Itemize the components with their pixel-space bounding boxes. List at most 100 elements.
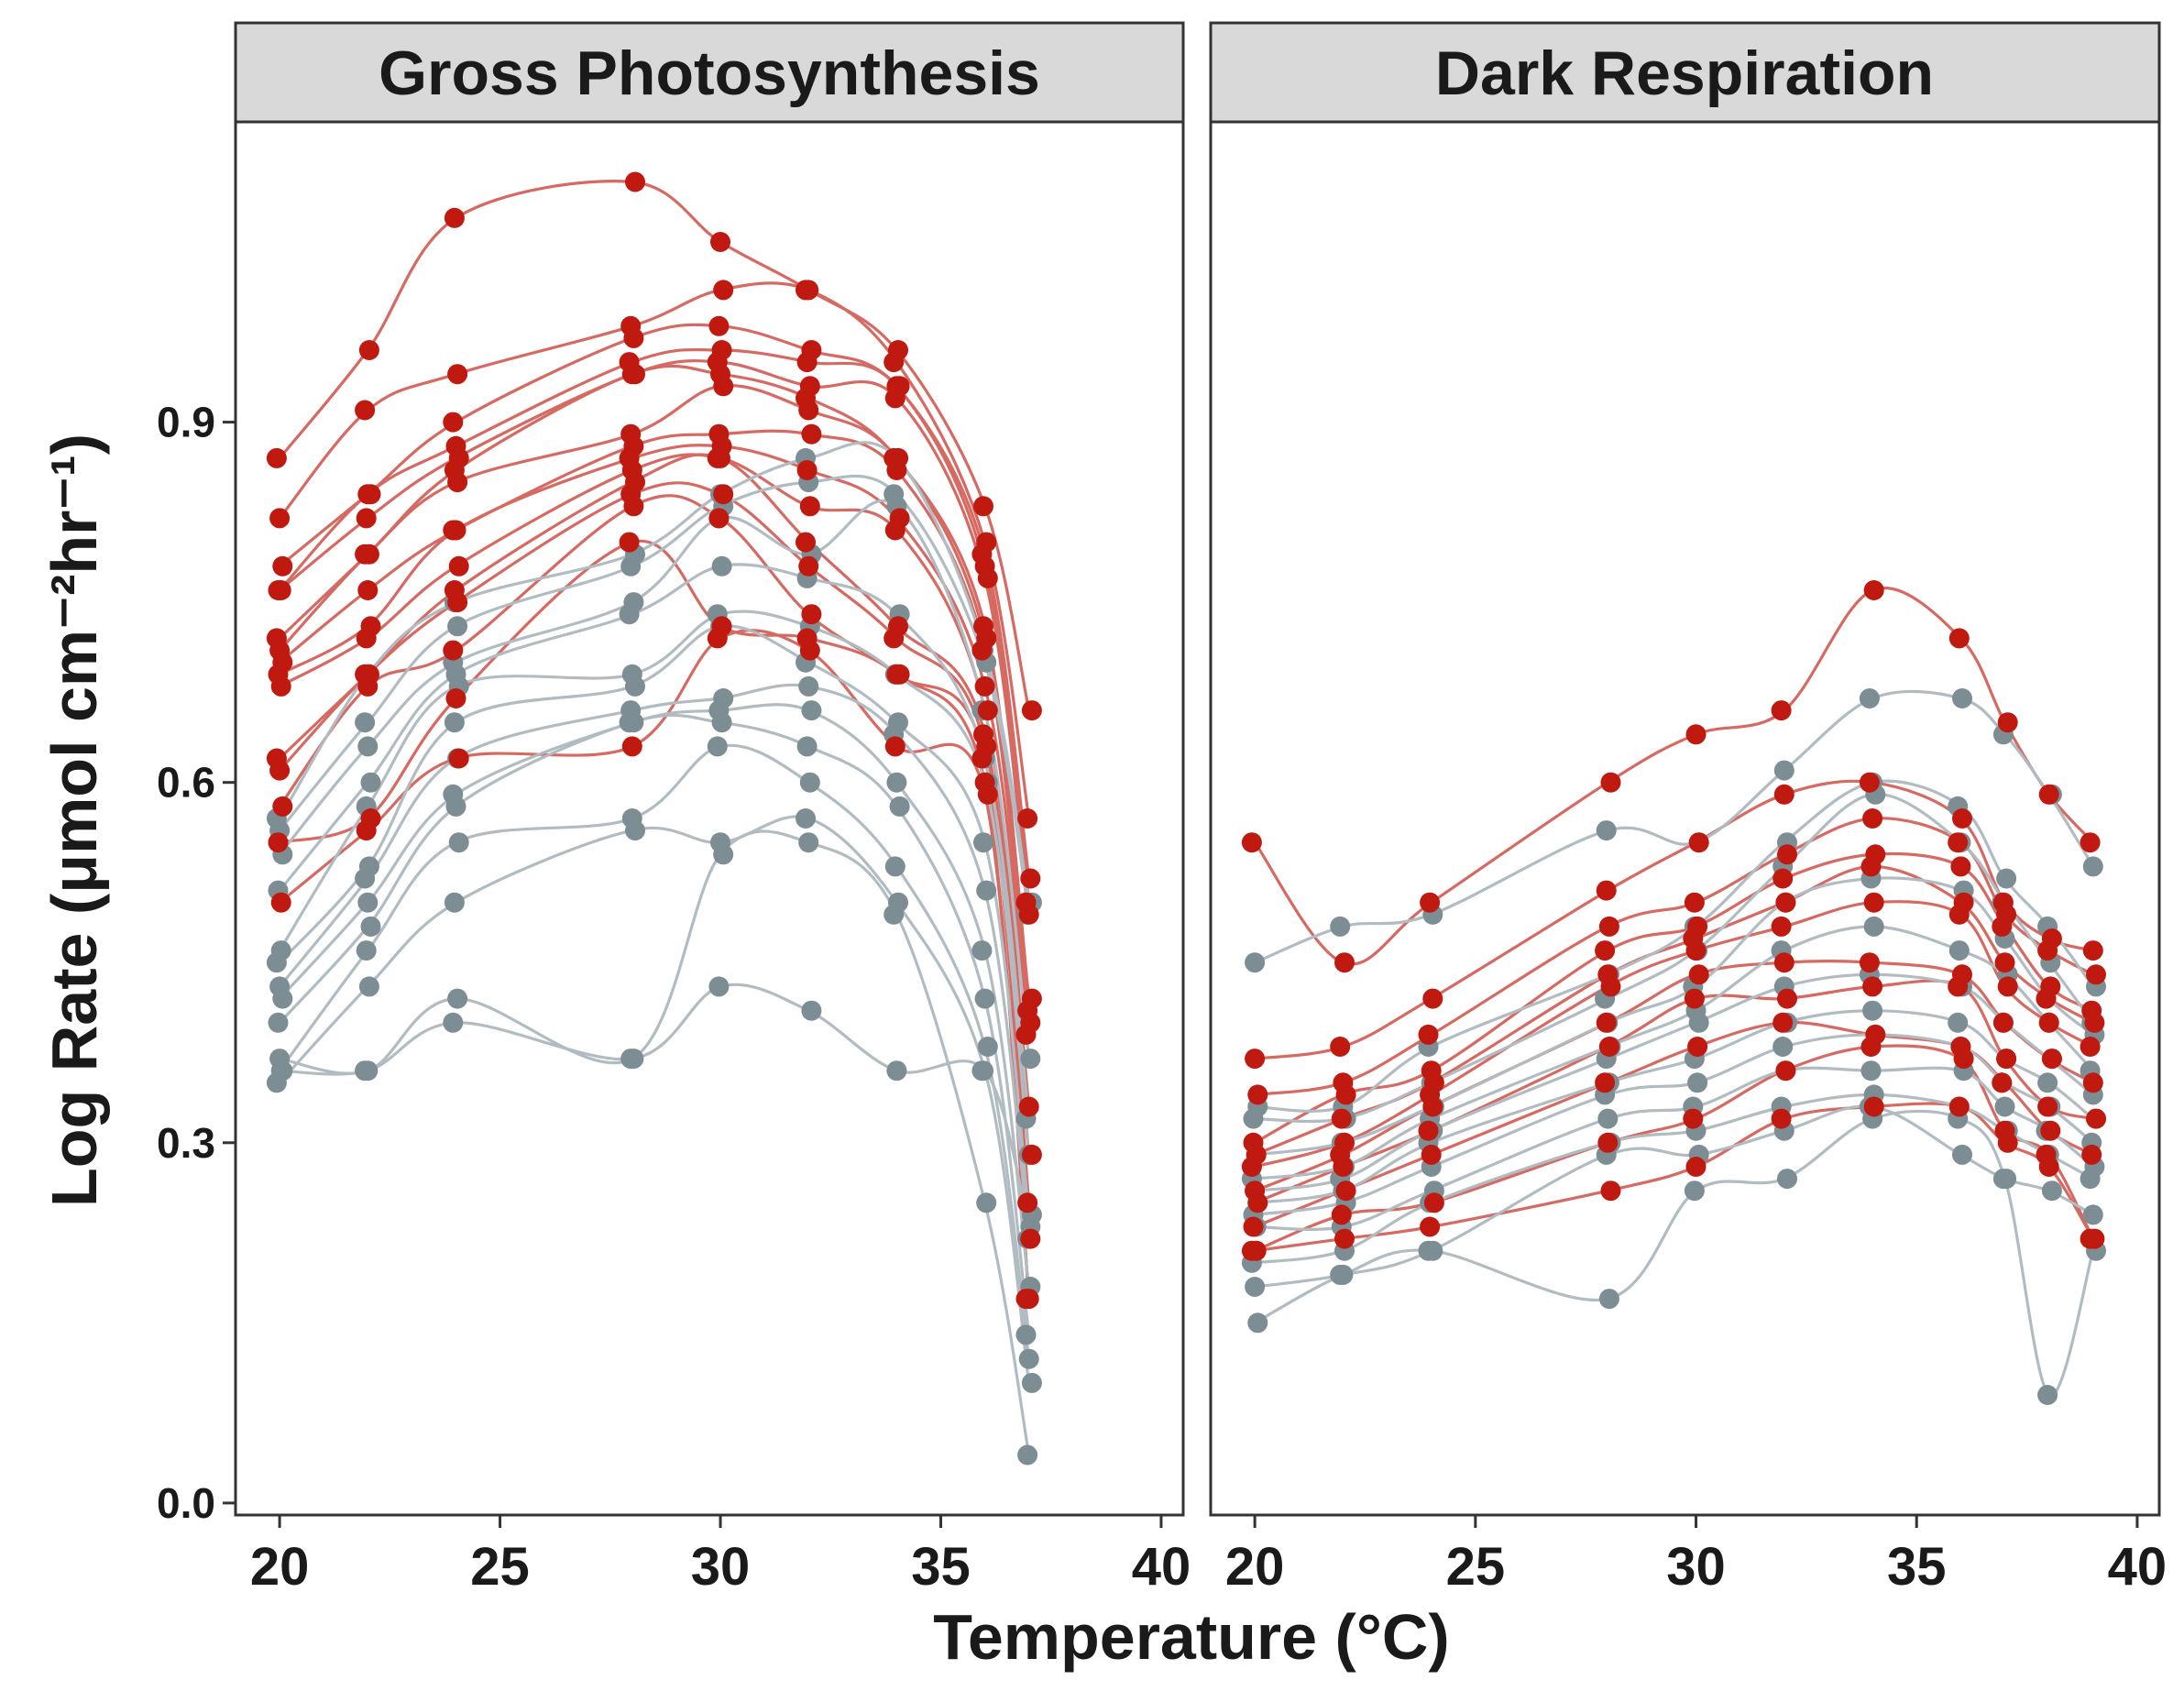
point-red — [1335, 1084, 1356, 1105]
point-red — [1859, 952, 1880, 973]
point-red — [357, 675, 379, 697]
point-red — [1772, 868, 1794, 889]
point-red — [798, 555, 819, 576]
point-red — [2038, 1012, 2059, 1033]
point-grey — [976, 880, 997, 901]
point-grey — [360, 916, 381, 937]
point-grey — [356, 940, 377, 961]
point-red — [2080, 832, 2101, 853]
point-grey — [1330, 916, 1351, 937]
point-red — [708, 315, 730, 336]
point-red — [1684, 988, 1705, 1009]
point-red — [443, 640, 464, 661]
point-red — [1598, 916, 1619, 937]
point-grey — [971, 1060, 993, 1082]
point-red — [1772, 1012, 1794, 1033]
point-grey — [447, 988, 468, 1009]
point-red — [2041, 1049, 2062, 1070]
point-red — [1243, 1216, 1264, 1237]
point-red — [1771, 1108, 1792, 1129]
point-red — [1997, 712, 2018, 733]
point-red — [886, 460, 907, 480]
point-red — [444, 207, 465, 228]
point-grey — [2037, 1385, 2058, 1405]
point-grey — [1596, 820, 1617, 841]
point-red — [1600, 1180, 1621, 1202]
point-grey — [360, 772, 381, 793]
point-grey — [1015, 1324, 1037, 1345]
point-red — [355, 544, 376, 565]
point-grey — [357, 1060, 379, 1082]
point-red — [1771, 700, 1792, 721]
x-tick-label: 20 — [1225, 1537, 1285, 1597]
x-axis-title-unit: °C) — [1356, 1601, 1450, 1673]
x-tick-label: 25 — [470, 1537, 530, 1597]
point-red — [623, 327, 644, 348]
y-tick-label: 0.3 — [157, 1119, 215, 1167]
point-grey — [623, 1049, 644, 1070]
point-red — [1862, 976, 1883, 997]
point-grey — [1948, 940, 1970, 961]
point-red — [2086, 1108, 2106, 1129]
point-grey — [268, 1012, 289, 1033]
point-grey — [444, 712, 465, 733]
point-grey — [2037, 1072, 2058, 1093]
facet-strip-dark-respiration — [1209, 21, 2161, 124]
point-grey — [973, 832, 993, 853]
point-grey — [1021, 1372, 1042, 1393]
point-red — [443, 412, 464, 433]
point-red — [1596, 880, 1617, 901]
point-red — [1863, 892, 1884, 913]
facet-title-gross-photosynthesis: Gross Photosynthesis — [379, 38, 1040, 108]
point-grey — [1772, 1037, 1794, 1057]
point-red — [1597, 1132, 1619, 1153]
point-red — [1683, 1108, 1704, 1129]
point-red — [1773, 784, 1794, 805]
point-red — [1684, 892, 1705, 913]
point-red — [1860, 1037, 1882, 1057]
point-red — [625, 171, 645, 192]
point-grey — [1994, 1096, 2015, 1117]
point-red — [1859, 772, 1880, 793]
point-red — [625, 364, 645, 385]
point-red — [1685, 724, 1707, 745]
point-grey — [1996, 1169, 2017, 1190]
point-red — [799, 640, 820, 661]
point-red — [884, 736, 905, 757]
point-red — [2081, 1144, 2102, 1165]
point-grey — [801, 1000, 822, 1021]
point-red — [1595, 1072, 1616, 1093]
point-red — [1598, 1037, 1619, 1057]
point-grey — [625, 675, 645, 697]
point-red — [1685, 1157, 1707, 1177]
point-red — [1952, 808, 1972, 829]
x-tick-label: 40 — [1132, 1537, 1191, 1597]
panel-border-gross-photosynthesis — [234, 120, 1185, 1517]
x-tick-label: 40 — [2108, 1537, 2168, 1597]
point-red — [1688, 964, 1709, 985]
point-red — [1997, 1132, 2018, 1153]
point-red — [269, 508, 291, 529]
point-red — [977, 784, 998, 805]
point-red — [619, 532, 640, 553]
point-red — [1241, 832, 1262, 853]
point-red — [710, 232, 730, 252]
point-grey — [1996, 868, 2017, 889]
point-red — [1247, 1192, 1268, 1213]
point-red — [1775, 892, 1796, 913]
point-red — [971, 748, 993, 769]
point-red — [447, 364, 468, 385]
point-grey — [1860, 1060, 1882, 1082]
point-red — [1247, 1084, 1268, 1105]
point-red — [1422, 1096, 1443, 1117]
point-grey — [1247, 1312, 1268, 1334]
point-red — [1948, 628, 1970, 649]
point-red — [1863, 580, 1884, 600]
point-red — [1018, 1289, 1039, 1310]
point-red — [796, 352, 818, 373]
point-grey — [1952, 1144, 1972, 1165]
point-red — [713, 376, 734, 397]
y-tick-label: 0.9 — [157, 399, 215, 446]
point-red — [1241, 1157, 1262, 1177]
